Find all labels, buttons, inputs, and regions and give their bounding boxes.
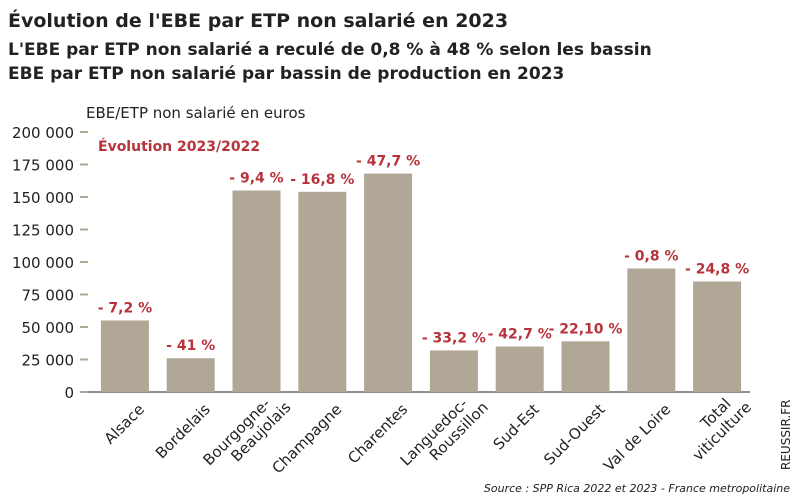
bar [429, 350, 478, 392]
evolution-label: - 22,10 % [549, 321, 623, 337]
credit: REUSSIR.FR [779, 400, 793, 470]
y-axis-label: EBE/ETP non salarié en euros [86, 104, 306, 122]
evolution-label: - 41 % [166, 338, 215, 354]
bar [627, 268, 676, 392]
y-tick-label: 200 000 [12, 124, 74, 142]
evolution-label: - 16,8 % [290, 172, 354, 188]
x-tick-label: Languedoc-Roussillon [397, 386, 492, 481]
chart-title: Évolution de l'EBE par ETP non salarié e… [8, 9, 508, 32]
bar [232, 190, 281, 392]
evolution-label: - 47,7 % [356, 154, 420, 170]
y-tick-label: 50 000 [22, 319, 75, 337]
evolution-label: - 7,2 % [98, 301, 152, 317]
evolution-label: - 9,4 % [229, 171, 283, 187]
bar [693, 281, 742, 392]
subtitle: EBE par ETP non salarié par bassin de pr… [8, 64, 564, 84]
y-tick-label: 150 000 [12, 189, 74, 207]
x-tick-label: Sud-Ouest [540, 400, 608, 468]
x-tick-label: Val de Loire [600, 400, 674, 474]
bar [298, 191, 347, 392]
source: Source : SPP Rica 2022 et 2023 - France … [484, 482, 790, 495]
subtitle: L'EBE par ETP non salarié a reculé de 0,… [8, 40, 652, 60]
y-tick-label: 75 000 [22, 287, 75, 305]
bar [100, 320, 149, 392]
y-tick-label: 0 [64, 384, 74, 402]
bar [561, 341, 610, 392]
y-tick-label: 125 000 [12, 222, 74, 240]
annotation-title: Évolution 2023/2022 [98, 138, 260, 155]
x-tick-label: Totalviticulture [677, 386, 755, 464]
bar [495, 346, 544, 392]
x-tick-label: Sud-Est [490, 400, 543, 453]
evolution-label: - 0,8 % [624, 249, 678, 265]
bar [166, 358, 215, 392]
evolution-label: - 42,7 % [488, 327, 552, 343]
evolution-label: - 24,8 % [685, 262, 749, 278]
y-tick-label: 100 000 [12, 254, 74, 272]
evolution-label: - 33,2 % [422, 330, 486, 346]
y-tick-label: 175 000 [12, 157, 74, 175]
x-tick-label: Alsace [101, 400, 148, 447]
y-tick-label: 25 000 [22, 352, 75, 370]
bar [364, 173, 413, 392]
